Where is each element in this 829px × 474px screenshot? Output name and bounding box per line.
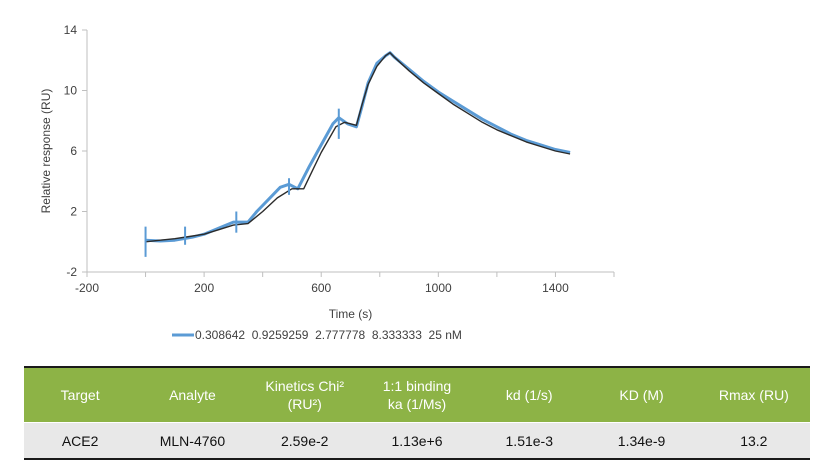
- measured-series-line: [145, 51, 571, 243]
- fit-series-line: [145, 52, 571, 243]
- cell-analyte: MLN-4760: [136, 422, 249, 460]
- header-label: Rmax (RU): [718, 387, 789, 403]
- y-axis-title: Relative response (RU): [39, 89, 53, 214]
- cell-kd: 1.51e-3: [473, 422, 586, 460]
- x-tick-label: 1400: [542, 281, 569, 295]
- header-label: KD (M): [619, 387, 664, 403]
- header-analyte: Analyte: [136, 366, 249, 423]
- cell-rmax: 13.2: [697, 422, 810, 460]
- header-chi2: Kinetics Chi² (RU²): [248, 366, 361, 423]
- x-tick-label: 600: [311, 281, 331, 295]
- header-kd: kd (1/s): [473, 366, 586, 423]
- header-rmax: Rmax (RU): [697, 366, 810, 423]
- header-label-unit: ka (1/Ms): [387, 396, 447, 412]
- cell-chi2: 2.59e-2: [248, 422, 361, 460]
- header-label: Kinetics Chi²: [265, 378, 344, 394]
- kinetics-chart: -2 2 6 10 14 -200 200 600 1000 1400 Time (s) Relati…: [39, 23, 615, 342]
- y-tick-label: -2: [66, 265, 77, 279]
- cell-KD: 1.34e-9: [585, 422, 698, 460]
- y-tick-label: 2: [70, 205, 77, 219]
- header-label: kd (1/s): [505, 387, 553, 403]
- y-tick-label: 10: [64, 84, 78, 98]
- x-axis-title: Time (s): [329, 307, 373, 321]
- y-tick-label: 14: [64, 23, 78, 37]
- header-KD: KD (M): [585, 366, 698, 423]
- x-tick-label: 200: [194, 281, 214, 295]
- header-label: 1:1 binding: [382, 378, 452, 394]
- y-tick-label: 6: [70, 144, 77, 158]
- cell-target: ACE2: [24, 422, 137, 460]
- x-tick-label: -200: [75, 281, 99, 295]
- header-label: Target: [60, 387, 100, 403]
- header-label-unit: (RU²): [287, 396, 322, 412]
- x-tick-label: 1000: [425, 281, 452, 295]
- cell-ka: 1.13e+6: [360, 422, 474, 460]
- table-header-row: Target Analyte Kinetics Chi² (RU²) 1:1 bi…: [24, 366, 810, 423]
- legend-label: 0.308642 0.9259259 2.777778 8.333333 25 …: [195, 328, 462, 342]
- kinetics-results-table: Target Analyte Kinetics Chi² (RU²) 1:1 bi…: [24, 366, 810, 460]
- table-row: ACE2 MLN-4760 2.59e-2 1.13e+6 1.51e-3 1.…: [24, 422, 810, 460]
- header-target: Target: [24, 366, 137, 423]
- chart-svg: -2 2 6 10 14 -200 200 600 1000 1400 Time (s) Relati…: [39, 23, 615, 342]
- header-label: Analyte: [169, 387, 216, 403]
- header-ka: 1:1 binding ka (1/Ms): [360, 366, 474, 423]
